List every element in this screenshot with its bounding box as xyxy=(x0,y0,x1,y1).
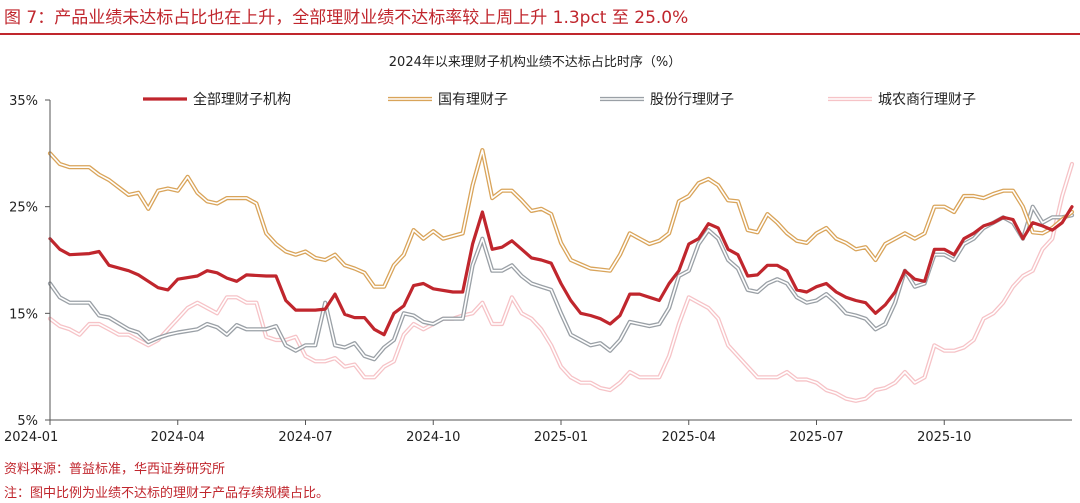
line-chart: 2024年以来理财子机构业绩不达标占比时序（%） 全部理财子机构 国有理财子 股份行… xyxy=(0,40,1080,453)
legend-label: 股份行理财子 xyxy=(650,92,734,108)
legend-item-2: 股份行理财子 xyxy=(600,92,734,108)
legend-item-1: 国有理财子 xyxy=(388,92,508,108)
legend-label: 国有理财子 xyxy=(438,92,508,108)
title-rule xyxy=(0,33,1080,35)
series-path xyxy=(50,150,1072,287)
chart-title: 2024年以来理财子机构业绩不达标占比时序（%） xyxy=(389,55,681,70)
y-tick-label: 5% xyxy=(17,414,38,429)
y-tick-label: 25% xyxy=(9,201,38,216)
x-tick-label: 2025-10 xyxy=(917,430,971,445)
x-tick-label: 2025-07 xyxy=(789,430,843,445)
x-tick-label: 2024-04 xyxy=(151,430,205,445)
series-path-inner xyxy=(50,150,1072,287)
figure-title: 图 7：产品业绩未达标占比也在上升，全部理财业绩不达标率较上周上升 1.3pct… xyxy=(4,3,688,28)
x-tick-label: 2025-01 xyxy=(534,430,588,445)
x-tick-label: 2024-07 xyxy=(278,430,332,445)
remark-note: 注：图中比例为业绩不达标的理财子产品存续规模占比。 xyxy=(4,482,329,501)
legend: 全部理财子机构 国有理财子 股份行理财子 城农商行理财子 xyxy=(143,91,976,108)
series-line-1 xyxy=(50,150,1072,287)
legend-item-3: 城农商行理财子 xyxy=(828,92,976,108)
x-tick-label: 2025-04 xyxy=(662,430,716,445)
legend-label: 全部理财子机构 xyxy=(193,91,291,108)
x-tick-label: 2024-01 xyxy=(4,430,58,445)
legend-item-0: 全部理财子机构 xyxy=(143,91,291,108)
source-note: 资料来源：普益标准，华西证券研究所 xyxy=(4,458,225,477)
y-tick-label: 15% xyxy=(9,307,38,322)
x-tick-label: 2024-10 xyxy=(406,430,460,445)
y-axis: 35% 25% 15% 5% xyxy=(9,94,50,429)
y-tick-label: 35% xyxy=(9,94,38,109)
x-axis: 2024-01 2024-04 2024-07 2024-10 2025-01 2025-… xyxy=(4,420,971,445)
series-layer xyxy=(50,150,1072,401)
legend-label: 城农商行理财子 xyxy=(878,92,976,108)
